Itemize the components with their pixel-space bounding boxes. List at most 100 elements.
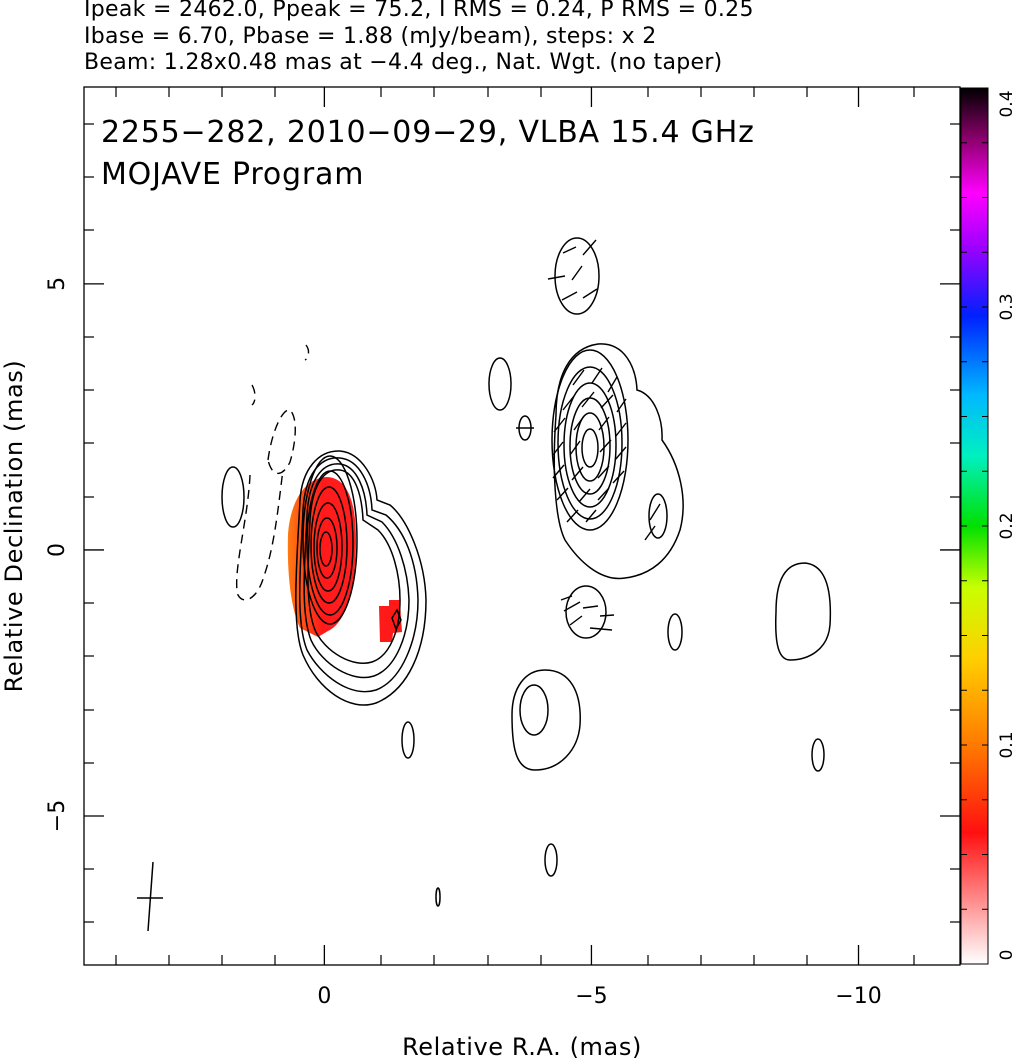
colorbar-ticks (961, 87, 988, 965)
component-south-inner (519, 684, 549, 736)
jet-contour-4 (563, 382, 617, 508)
core-contour-10 (319, 531, 333, 567)
evpa-tick (556, 487, 569, 501)
knot-contour (391, 608, 402, 631)
evpa-tick (649, 503, 661, 521)
core-contour-1 (295, 450, 427, 706)
core-contour-2 (299, 457, 419, 693)
neg-contour-2 (267, 409, 296, 475)
header-peak-line: Ipeak = 2462.0, Ppeak = 75.2, I RMS = 0.… (84, 0, 754, 22)
component-south-small (667, 613, 683, 651)
evpa-tick (599, 439, 612, 453)
pol-core-region (287, 477, 356, 637)
evpa-tick (582, 605, 599, 609)
y-tick-label: 0 (45, 543, 70, 557)
y-axis-label: Relative Declination (mas) (0, 360, 28, 693)
header-base-line: Ibase = 6.70, Pbase = 1.88 (mJy/beam), s… (84, 24, 657, 49)
evpa-tick (569, 440, 581, 456)
neg-contour-4 (304, 344, 310, 361)
evpa-tick (589, 627, 613, 631)
evpa-tick (572, 369, 585, 386)
component-small-2 (401, 721, 415, 759)
x-tick-label: −5 (575, 984, 607, 1009)
plot-frame (83, 86, 961, 966)
core-contour-5 (302, 455, 358, 625)
evpa-tick (560, 595, 573, 601)
evpa-tick (552, 464, 565, 479)
colorbar-labels: 0 0.1 0.2 0.3 0.4 (997, 90, 1017, 960)
core-contour-3 (303, 463, 410, 679)
evpa-tick (582, 239, 597, 256)
evpa-tick (644, 525, 656, 541)
component-west-small (648, 493, 668, 539)
jet-contour-2 (551, 349, 629, 531)
core-contour-8 (313, 502, 343, 592)
x-major-ticks (323, 87, 860, 965)
x-tick-label: 0 (317, 984, 331, 1009)
evpa-tick (600, 394, 614, 409)
jet-contour-3 (557, 366, 623, 520)
evpa-tick (599, 614, 615, 617)
plot-title: 2255−282, 2010−09−29, VLBA 15.4 GHz (101, 115, 755, 150)
colorbar-label: 0.3 (997, 293, 1017, 320)
y-tick-label: 5 (45, 277, 70, 291)
evpa-tick (566, 509, 579, 523)
evpa-tick (552, 441, 564, 456)
evpa-tick (573, 415, 585, 431)
colorbar-label: 0.2 (997, 512, 1017, 539)
evpa-tick (562, 246, 577, 254)
evpa-tick (561, 291, 578, 301)
evpa-tick (597, 487, 610, 501)
evpa-tick (553, 417, 566, 433)
component-small-5 (435, 887, 441, 907)
evpa-tick (582, 288, 598, 299)
map-contents (137, 237, 832, 932)
beam-indicator (137, 861, 163, 932)
negative-contours (235, 344, 310, 601)
evpa-tick (591, 367, 603, 384)
core-contour-4 (307, 469, 401, 664)
evpa-tick (569, 615, 583, 626)
neg-contour-1 (235, 469, 284, 601)
header-beam-line: Beam: 1.28x0.48 mas at −4.4 deg., Nat. W… (84, 50, 723, 75)
colorbar-label: 0 (997, 950, 1017, 961)
x-tick-label: −10 (835, 984, 881, 1009)
colorbar-label: 0.1 (997, 731, 1017, 758)
x-axis-label: Relative R.A. (mas) (402, 1033, 642, 1061)
evpa-tick (607, 376, 618, 393)
y-tick-labels: 5 0 −5 (45, 277, 70, 832)
evpa-tick (571, 466, 584, 481)
evpa-tick (614, 446, 627, 461)
evpa-tick (581, 391, 595, 408)
y-major-ticks (84, 283, 960, 817)
intensity-contours (221, 237, 832, 907)
core-contour-7 (310, 486, 348, 604)
evpa-tick (547, 275, 566, 280)
jet-contour-7 (581, 428, 599, 468)
evpa-tick (615, 422, 627, 437)
plot-subtitle: MOJAVE Program (101, 157, 364, 192)
component-north (554, 237, 600, 315)
evpa-tick (563, 601, 581, 612)
colorbar-label: 0.4 (997, 90, 1017, 117)
y-tick-label: −5 (45, 800, 70, 832)
minor-ticks (84, 87, 960, 965)
component-small-4 (544, 843, 558, 877)
component-n-east (488, 357, 512, 411)
evpa-tick (585, 509, 597, 523)
component-small-3 (811, 738, 825, 772)
evpa-vectors (516, 239, 661, 631)
evpa-tick (571, 265, 583, 281)
evpa-tick (562, 395, 575, 411)
neg-contour-3 (251, 384, 256, 406)
core-contour-6 (306, 470, 354, 616)
evpa-tick (598, 416, 610, 431)
x-tick-labels: 0 −5 −10 (317, 984, 881, 1009)
evpa-tick (616, 398, 627, 413)
evpa-tick (578, 488, 591, 503)
component-south-jet (565, 585, 607, 639)
jet-outer-contour (553, 343, 684, 580)
component-south-outer (511, 669, 581, 771)
evpa-tick (597, 465, 610, 479)
